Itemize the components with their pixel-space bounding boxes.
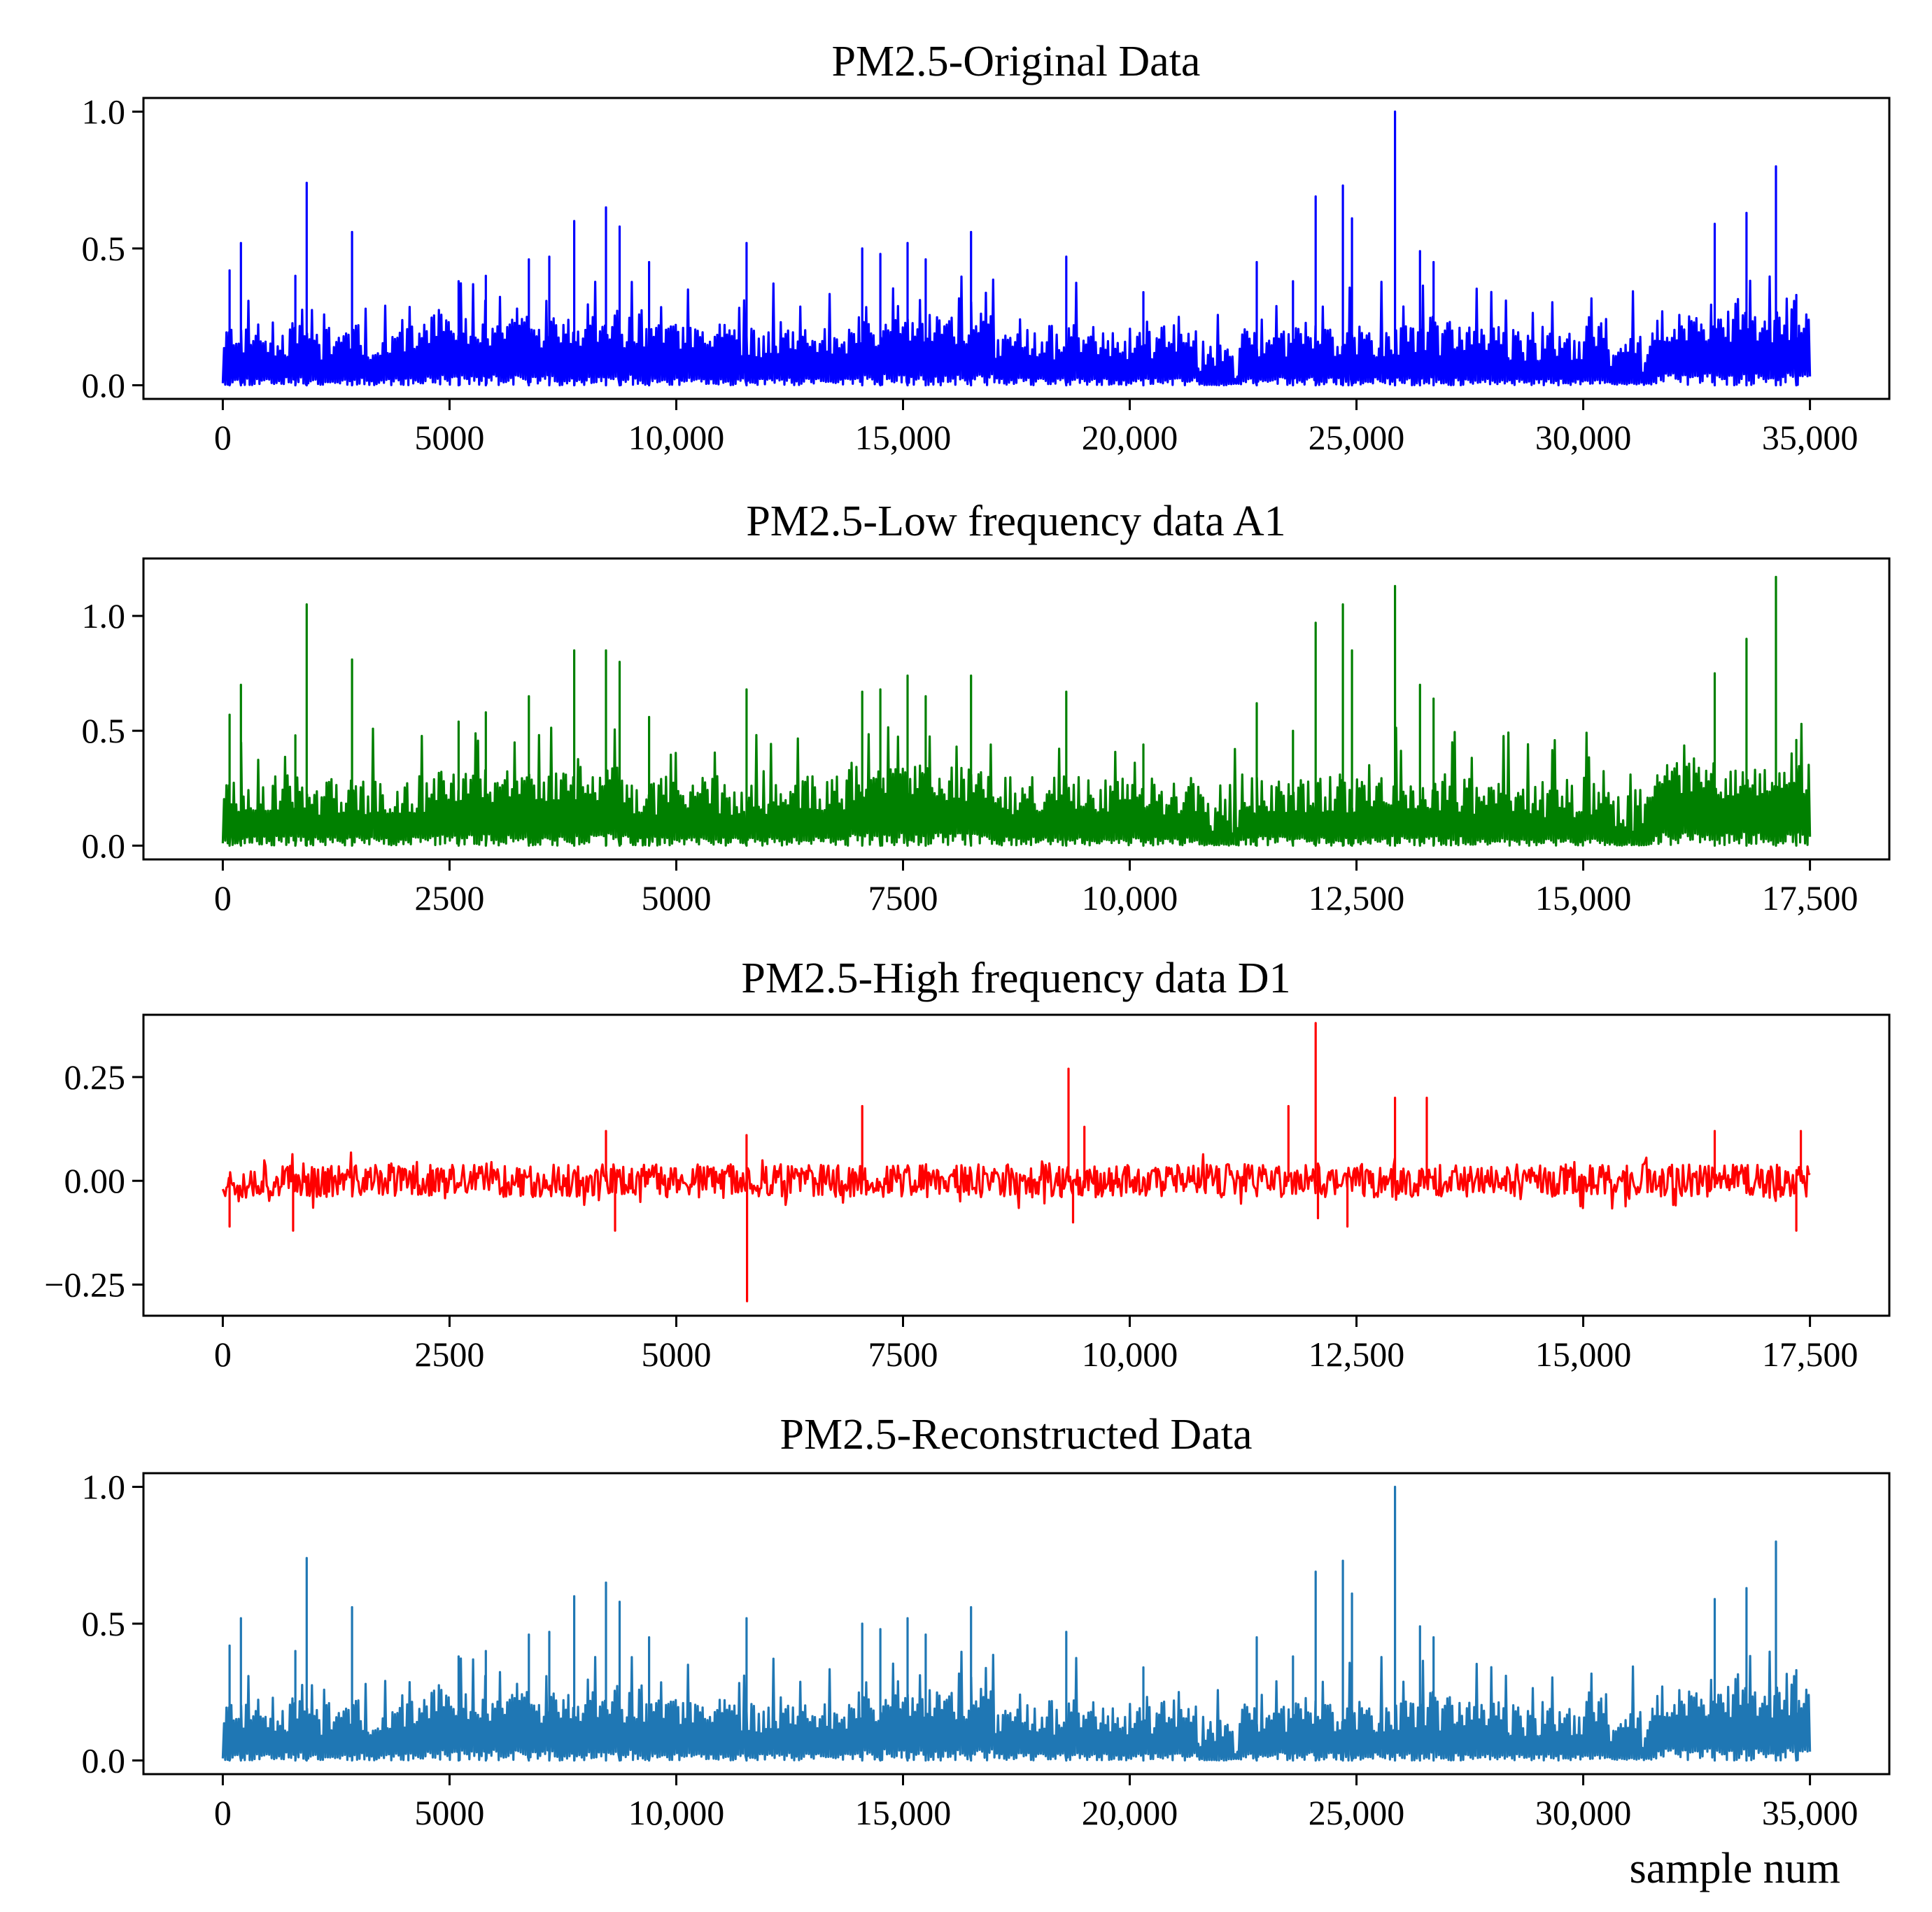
x-tick-label: 15,000 bbox=[855, 1793, 952, 1832]
y-tick-label: 0.0 bbox=[82, 365, 126, 405]
y-tick-label: 0.0 bbox=[82, 1741, 126, 1780]
x-tick-label: 10,000 bbox=[1082, 878, 1178, 918]
series-line bbox=[221, 110, 1812, 387]
x-tick-label: 0 bbox=[214, 1793, 232, 1832]
plot-frame bbox=[142, 1013, 1891, 1317]
x-tick-label: 5000 bbox=[414, 418, 484, 457]
x-tick-label: 25,000 bbox=[1309, 1793, 1405, 1832]
x-tick-label: 12,500 bbox=[1309, 878, 1405, 918]
x-tick-label: 12,500 bbox=[1309, 1335, 1405, 1374]
y-tick-label: 1.0 bbox=[82, 1468, 126, 1507]
x-tick-label: 20,000 bbox=[1082, 1793, 1178, 1832]
y-tick-label: 0.00 bbox=[64, 1161, 126, 1200]
x-tick-label: 15,000 bbox=[855, 418, 952, 457]
x-tick-label: 15,000 bbox=[1535, 1335, 1632, 1374]
x-tick-label: 5000 bbox=[414, 1793, 484, 1832]
x-tick-label: 5000 bbox=[641, 1335, 711, 1374]
y-tick-label: 0.5 bbox=[82, 711, 126, 750]
x-tick-label: 2500 bbox=[414, 878, 484, 918]
plot-frame bbox=[142, 557, 1891, 861]
subplot-title: PM2.5-Low frequency data A1 bbox=[746, 498, 1285, 545]
y-tick-label: 0.5 bbox=[82, 229, 126, 268]
subplot-title: PM2.5-High frequency data D1 bbox=[741, 955, 1290, 1002]
x-tick-label: 10,000 bbox=[1082, 1335, 1178, 1374]
subplot-original: PM2.5-Original Data 0 5000 10,000 15,000 20,… bbox=[82, 38, 1891, 457]
x-tick-label: 30,000 bbox=[1535, 418, 1632, 457]
x-tick-label: 20,000 bbox=[1082, 418, 1178, 457]
y-tick-label: −0.25 bbox=[44, 1265, 125, 1305]
x-tick-label: 0 bbox=[214, 418, 232, 457]
x-tick-label: 35,000 bbox=[1762, 1793, 1859, 1832]
x-tick-label: 30,000 bbox=[1535, 1793, 1632, 1832]
y-tick-label: 0.0 bbox=[82, 826, 126, 865]
x-tick-label: 35,000 bbox=[1762, 418, 1859, 457]
subplot-reconstructed: PM2.5-Reconstructed Data sample num 0 500… bbox=[82, 1411, 1891, 1892]
x-tick-label: 15,000 bbox=[1535, 878, 1632, 918]
x-tick-label: 17,500 bbox=[1762, 878, 1859, 918]
x-tick-label: 0 bbox=[214, 878, 232, 918]
series-line bbox=[221, 1022, 1811, 1302]
x-tick-label: 7500 bbox=[868, 878, 938, 918]
x-tick-label: 17,500 bbox=[1762, 1335, 1859, 1374]
x-axis-label: sample num bbox=[1630, 1845, 1840, 1892]
series-line bbox=[221, 575, 1812, 847]
x-tick-label: 2500 bbox=[414, 1335, 484, 1374]
x-tick-label: 7500 bbox=[868, 1335, 938, 1374]
x-tick-label: 0 bbox=[214, 1335, 232, 1374]
x-tick-label: 10,000 bbox=[628, 418, 725, 457]
y-tick-label: 1.0 bbox=[82, 596, 126, 635]
subplot-title: PM2.5-Original Data bbox=[832, 38, 1201, 85]
y-tick-label: 1.0 bbox=[82, 92, 126, 132]
x-tick-label: 10,000 bbox=[628, 1793, 725, 1832]
x-tick-label: 25,000 bbox=[1309, 418, 1405, 457]
subplot-high-frequency-d1: PM2.5-High frequency data D1 0 2500 5000 75… bbox=[44, 955, 1891, 1374]
y-tick-label: 0.5 bbox=[82, 1604, 126, 1643]
subplot-title: PM2.5-Reconstructed Data bbox=[780, 1411, 1253, 1458]
y-tick-label: 0.25 bbox=[64, 1057, 126, 1097]
x-tick-label: 5000 bbox=[641, 878, 711, 918]
subplot-low-frequency-a1: PM2.5-Low frequency data A1 0 2500 5000 750… bbox=[82, 498, 1891, 918]
series-line bbox=[221, 1485, 1812, 1762]
